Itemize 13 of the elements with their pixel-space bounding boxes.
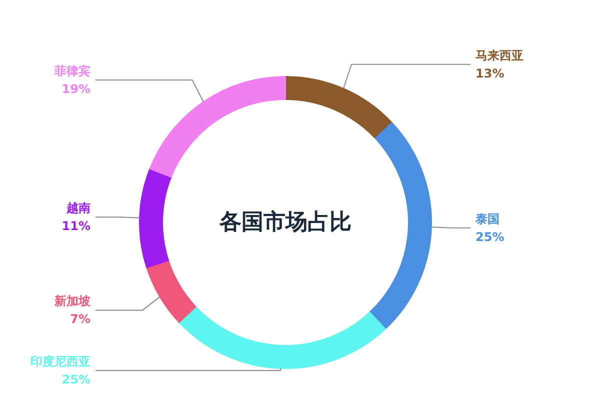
slice-label: 新加坡 xyxy=(54,294,92,308)
data-label: 19% xyxy=(62,82,91,96)
slice-label: 泰国 xyxy=(474,212,500,226)
data-label: 25% xyxy=(62,372,91,386)
data-label: 13% xyxy=(476,66,504,80)
slice-label: 越南 xyxy=(66,201,90,216)
data-label: 11% xyxy=(62,219,91,234)
slice-label: 印度尼西亚 xyxy=(30,354,90,368)
slice-label: 马来西亚 xyxy=(476,48,524,62)
data-label: 7% xyxy=(70,312,90,326)
slice-label: 菲律宾 xyxy=(54,64,90,78)
text: 各国市场占比 xyxy=(218,209,352,235)
data-label: 25% xyxy=(476,230,504,244)
